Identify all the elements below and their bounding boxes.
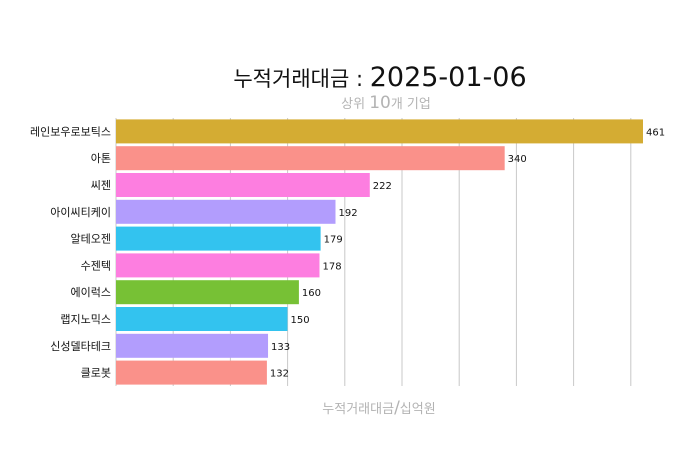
subtitle-prefix: 상위	[341, 97, 370, 112]
bar-9	[116, 360, 267, 385]
value-label: 179	[324, 235, 343, 246]
bar-0	[116, 119, 643, 144]
x-axis-label-right: 십억원	[399, 402, 436, 417]
category-label: 알테오젠	[71, 232, 111, 246]
category-label: 에이럭스	[71, 286, 111, 299]
value-label: 461	[646, 127, 665, 138]
category-label: 씨젠	[91, 179, 111, 192]
value-label: 340	[508, 154, 527, 165]
bar-2	[116, 173, 370, 197]
category-label: 아톤	[91, 152, 111, 165]
value-labels: 461 340 222 192 179 178 160 150 133 132	[270, 127, 665, 379]
value-label: 133	[271, 342, 290, 353]
bar-5	[116, 253, 320, 278]
x-axis-label-left: 누적거래대금	[322, 402, 395, 417]
bars	[116, 119, 643, 385]
category-label: 클로봇	[81, 367, 111, 380]
value-label: 178	[322, 261, 341, 272]
category-label: 랩지노믹스	[60, 313, 111, 326]
category-label: 수젠텍	[81, 259, 111, 272]
category-labels: 레인보우로보틱스아톤씨젠아이씨티케이알테오젠수젠텍에이럭스랩지노믹스신성델타테크…	[30, 125, 111, 379]
subtitle-suffix: 개 기업	[390, 97, 431, 112]
bar-1	[116, 146, 505, 171]
chart-title-main: 누적거래대금 :	[233, 67, 370, 91]
value-label: 222	[373, 181, 392, 192]
bar-3	[116, 199, 336, 224]
value-label: 192	[338, 208, 357, 219]
x-axis-label: 누적거래대금/십억원	[0, 398, 700, 418]
value-label: 160	[302, 288, 321, 299]
chart-subtitle: 상위 10개 기업	[0, 93, 700, 113]
chart-title: 누적거래대금 : 2025-01-06	[0, 62, 700, 93]
category-label: 아이씨티케이	[50, 206, 111, 219]
category-label: 신성델타테크	[50, 340, 111, 353]
value-label: 132	[270, 369, 289, 380]
x-axis-label-slash: /	[394, 398, 400, 418]
chart-title-date: 2025-01-06	[369, 62, 527, 93]
category-label: 레인보우로보틱스	[30, 125, 111, 138]
bar-7	[116, 307, 288, 331]
bar-8	[116, 333, 269, 358]
bar-4	[116, 226, 321, 251]
value-label: 150	[290, 315, 309, 326]
subtitle-count: 10	[369, 93, 391, 113]
bar-6	[116, 280, 299, 305]
